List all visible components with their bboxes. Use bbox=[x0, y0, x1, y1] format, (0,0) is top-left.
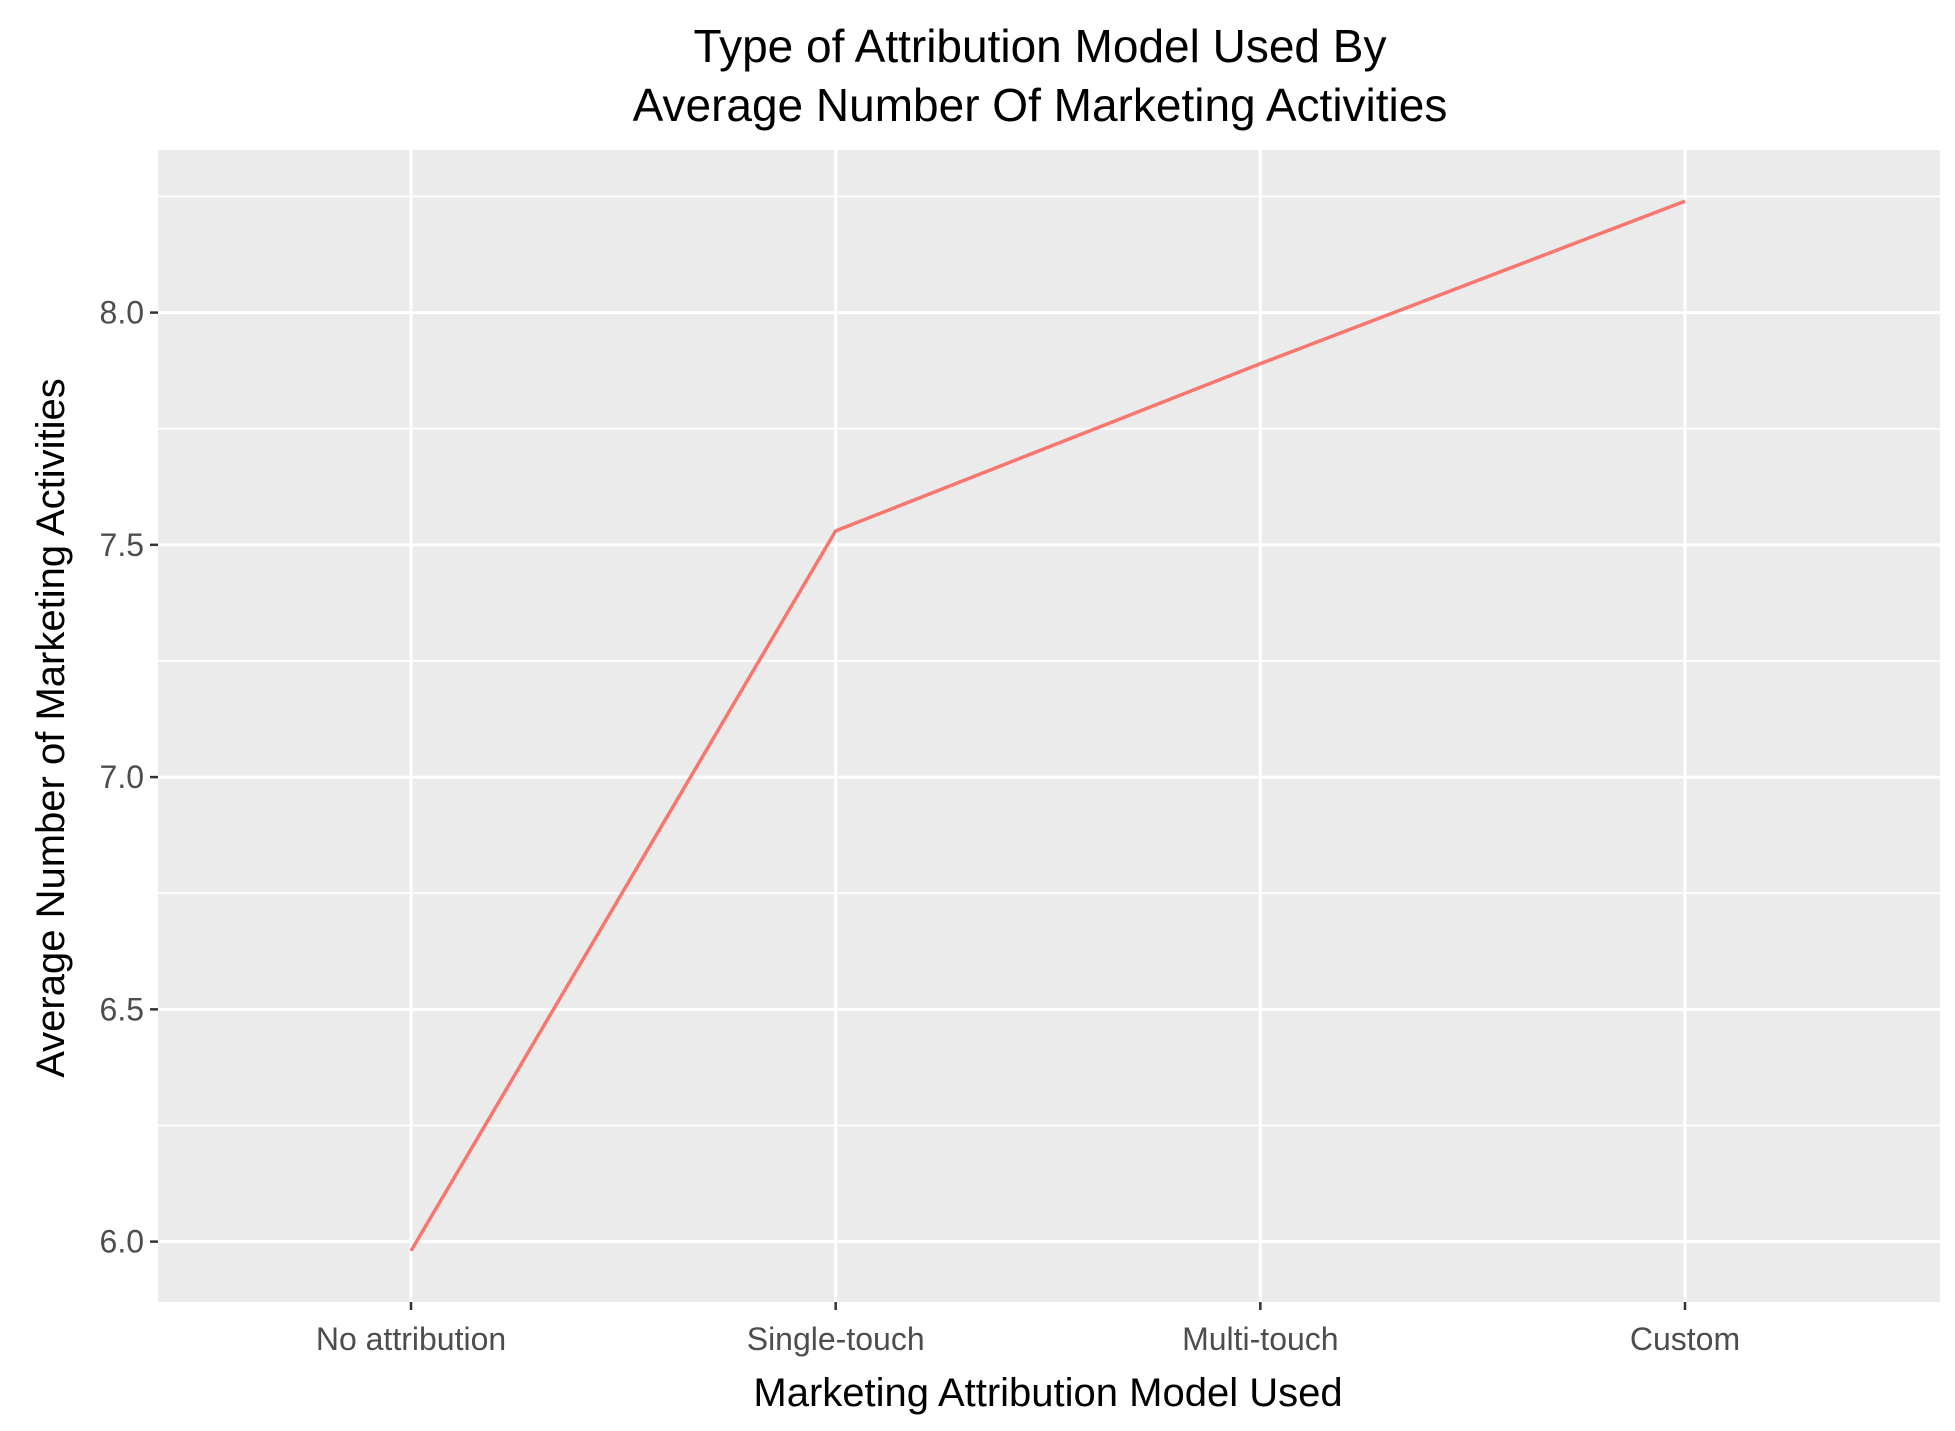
plot-panel bbox=[158, 150, 1940, 1302]
y-tick-label: 8.0 bbox=[100, 295, 144, 331]
y-tick-label: 6.0 bbox=[100, 1224, 144, 1260]
y-tick-label: 7.0 bbox=[100, 759, 144, 795]
major-gridlines-y bbox=[158, 311, 1940, 1244]
x-tick-label: No attribution bbox=[316, 1321, 506, 1357]
y-axis-title: Average Number of Marketing Activities bbox=[29, 378, 73, 1078]
series-line bbox=[409, 199, 1686, 1252]
x-tick-label: Multi-touch bbox=[1182, 1321, 1339, 1357]
x-axis-ticks: No attribution Single-touch Multi-touch Cus… bbox=[316, 1302, 1740, 1357]
chart-title: Type of Attribution Model Used By bbox=[694, 20, 1387, 72]
x-axis-title: Marketing Attribution Model Used bbox=[753, 1371, 1342, 1415]
major-gridlines-x bbox=[409, 150, 1687, 1302]
x-tick-label: Single-touch bbox=[747, 1321, 925, 1357]
chart-subtitle: Average Number Of Marketing Activities bbox=[633, 79, 1448, 131]
x-tick-label: Custom bbox=[1630, 1321, 1740, 1357]
y-axis-ticks: 6.0 6.5 7.0 7.5 8.0 bbox=[100, 295, 158, 1260]
y-tick-label: 6.5 bbox=[100, 991, 144, 1027]
y-tick-label: 7.5 bbox=[100, 527, 144, 563]
series-layer bbox=[409, 199, 1686, 1252]
minor-gridlines-y bbox=[158, 195, 1940, 1127]
